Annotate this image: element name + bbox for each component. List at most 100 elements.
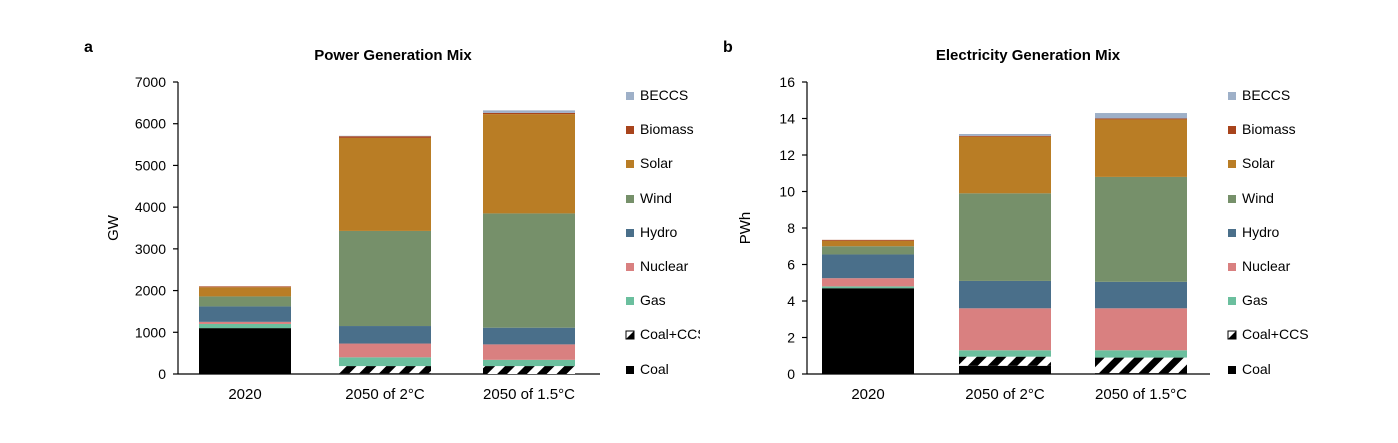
x-tick-label: 2050 of 1.5°C — [1095, 386, 1187, 403]
bar-2050-of-2c-gas — [339, 357, 431, 366]
y-tick-label: 0 — [158, 366, 166, 382]
bar-2050-of-1-5c-coal — [1095, 373, 1187, 374]
bar-2050-of-2c-wind — [339, 231, 431, 326]
legend-swatch — [626, 92, 634, 100]
bar-2050-of-1-5c-solar — [1095, 119, 1187, 176]
legend-label: Coal+CCS — [640, 326, 700, 342]
legend-item-gas: Gas — [1228, 292, 1268, 308]
y-tick-label: 4000 — [135, 199, 166, 215]
y-axis-label: GW — [105, 214, 122, 241]
legend-item-biomass: Biomass — [1228, 121, 1296, 137]
bar-2020-biomass — [199, 286, 291, 287]
legend-swatch — [1228, 160, 1236, 168]
bar-2050-of-1-5c-wind — [483, 213, 575, 327]
panel-letter: a — [84, 39, 93, 56]
bar-2050-of-2c-coal — [339, 373, 431, 374]
legend-label: Coal+CCS — [1242, 326, 1309, 342]
y-tick-label: 4 — [787, 293, 795, 309]
bar-2050-of-1-5c-biomass — [1095, 119, 1187, 120]
bar-2020-wind — [822, 246, 914, 254]
legend-swatch — [1228, 297, 1236, 305]
bar-2020-hydro — [199, 306, 291, 321]
y-tick-label: 5000 — [135, 157, 166, 173]
legend-item-nuclear: Nuclear — [626, 258, 689, 274]
legend-item-hydro: Hydro — [1228, 224, 1280, 240]
bar-2050-of-2c-biomass — [339, 136, 431, 138]
legend-label: Nuclear — [1242, 258, 1291, 274]
legend-label: Solar — [640, 155, 673, 171]
bar-2050-of-1-5c-hydro — [1095, 282, 1187, 308]
y-tick-label: 7000 — [135, 74, 166, 90]
legend-swatch — [1228, 92, 1236, 100]
bar-2020-solar — [199, 287, 291, 296]
legend-swatch — [626, 229, 634, 237]
bar-2020-coal — [822, 288, 914, 374]
y-tick-label: 16 — [779, 74, 795, 90]
bar-2050-of-2c-solar — [339, 138, 431, 231]
x-tick-label: 2050 of 2°C — [965, 386, 1045, 403]
bar-2050-of-2c-wind — [959, 193, 1051, 281]
legend-label: BECCS — [640, 87, 688, 103]
y-tick-label: 10 — [779, 184, 795, 200]
bar-2050-of-1-5c-biomass — [483, 113, 575, 114]
legend-item-solar: Solar — [1228, 155, 1275, 171]
legend-label: Coal — [640, 361, 669, 377]
legend-item-nuclear: Nuclear — [1228, 258, 1291, 274]
legend-label: Hydro — [1242, 224, 1280, 240]
legend-label: Coal — [1242, 361, 1271, 377]
y-tick-label: 2000 — [135, 283, 166, 299]
legend-item-coal: Coal — [1228, 361, 1271, 377]
bar-2050-of-1-5c-beccs — [483, 110, 575, 113]
bar-2050-of-2c-nuclear — [339, 344, 431, 358]
legend-swatch — [626, 160, 634, 168]
bar-2050-of-2c-hydro — [959, 281, 1051, 308]
legend-item-beccs: BECCS — [626, 87, 688, 103]
y-tick-label: 14 — [779, 111, 795, 127]
bar-2050-of-2c-coal-ccs — [339, 366, 431, 373]
bar-2050-of-2c-nuclear — [959, 308, 1051, 350]
bar-2050-of-1-5c-coal-ccs — [483, 366, 575, 374]
y-tick-label: 12 — [779, 147, 795, 163]
power-generation-chart: a Power Generation Mix 0 1000 2000 3000 4000 50… — [0, 0, 700, 438]
bar-2050-of-1-5c-hydro — [483, 328, 575, 345]
y-tick-label: 3000 — [135, 241, 166, 257]
x-tick-label: 2020 — [228, 386, 261, 403]
bar-2050-of-2c-beccs — [959, 134, 1051, 136]
legend-label: Biomass — [640, 121, 694, 137]
y-tick-label: 1000 — [135, 324, 166, 340]
legend-item-coal-ccs: Coal+CCS — [626, 326, 700, 342]
y-axis-label: PWh — [737, 212, 754, 245]
bar-2050-of-1-5c-gas — [1095, 350, 1187, 357]
bar-2050-of-1-5c-nuclear — [1095, 308, 1187, 350]
y-tick-label: 8 — [787, 220, 795, 236]
bar-2020-hydro — [822, 254, 914, 278]
bar-2020-nuclear — [199, 322, 291, 324]
legend-label: BECCS — [1242, 87, 1290, 103]
legend-item-coal-ccs: Coal+CCS — [1228, 326, 1309, 342]
legend-label: Nuclear — [640, 258, 689, 274]
legend-item-biomass: Biomass — [626, 121, 694, 137]
legend-swatch — [1228, 229, 1236, 237]
bar-2020-wind — [199, 296, 291, 306]
bar-2050-of-1-5c-solar — [483, 114, 575, 213]
legend-swatch — [626, 297, 634, 305]
legend-label: Solar — [1242, 155, 1275, 171]
bar-2020-biomass — [822, 240, 914, 241]
legend-label: Gas — [640, 292, 666, 308]
legend-swatch — [1228, 126, 1236, 134]
legend-label: Hydro — [640, 224, 678, 240]
legend-item-beccs: BECCS — [1228, 87, 1290, 103]
bar-2050-of-2c-coal — [959, 366, 1051, 374]
legend-label: Wind — [1242, 190, 1274, 206]
bar-2020-gas — [822, 286, 914, 288]
legend-swatch — [1228, 195, 1236, 203]
y-tick-label: 6000 — [135, 116, 166, 132]
bar-2020-coal — [199, 328, 291, 374]
legend-label: Wind — [640, 190, 672, 206]
chart-title: Power Generation Mix — [314, 47, 472, 64]
y-tick-label: 0 — [787, 366, 795, 382]
bar-2050-of-2c-biomass — [959, 136, 1051, 137]
bar-2050-of-1-5c-gas — [483, 360, 575, 366]
legend-item-wind: Wind — [626, 190, 672, 206]
